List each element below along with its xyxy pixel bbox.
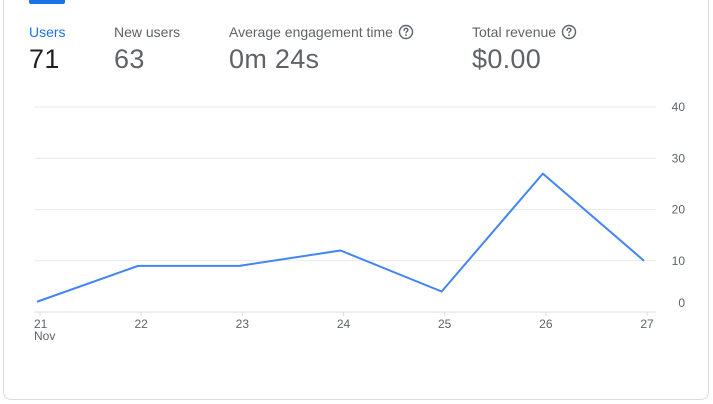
x-tick-label: 21	[34, 317, 48, 331]
x-tick-label: 22	[134, 317, 148, 331]
metric-value: $0.00	[472, 44, 542, 74]
x-tick-label: 23	[236, 317, 250, 331]
x-tick-label: 24	[337, 317, 351, 331]
metric-value: 63	[114, 44, 145, 74]
y-tick-label: 40	[672, 100, 686, 114]
y-tick-label: 20	[672, 203, 686, 217]
users-line-chart: 0 10 20 30 40 21 22 23 24 25 26 27 Nov	[34, 100, 686, 343]
metric-value: 71	[29, 44, 60, 74]
y-tick-label: 0	[678, 296, 685, 310]
metric-label: Total revenue	[472, 24, 577, 40]
metric-label: Users	[29, 24, 66, 40]
series-line	[36, 172, 645, 303]
help-icon[interactable]	[398, 24, 414, 40]
metric-label: New users	[114, 24, 181, 40]
active-tab-indicator	[29, 0, 65, 4]
help-icon[interactable]	[561, 24, 577, 40]
x-tick-label: 25	[438, 317, 452, 331]
x-tick-label: 27	[640, 317, 654, 331]
y-tick-label: 30	[672, 151, 686, 165]
metric-label: Average engagement time	[229, 24, 414, 40]
y-tick-label: 10	[672, 254, 686, 268]
users-overview-card: Users 71 New users 63 Average engagement…	[3, 0, 709, 400]
x-tick-sublabel: Nov	[34, 329, 55, 343]
x-tick-label: 26	[539, 317, 553, 331]
metric-value: 0m 24s	[229, 44, 320, 74]
